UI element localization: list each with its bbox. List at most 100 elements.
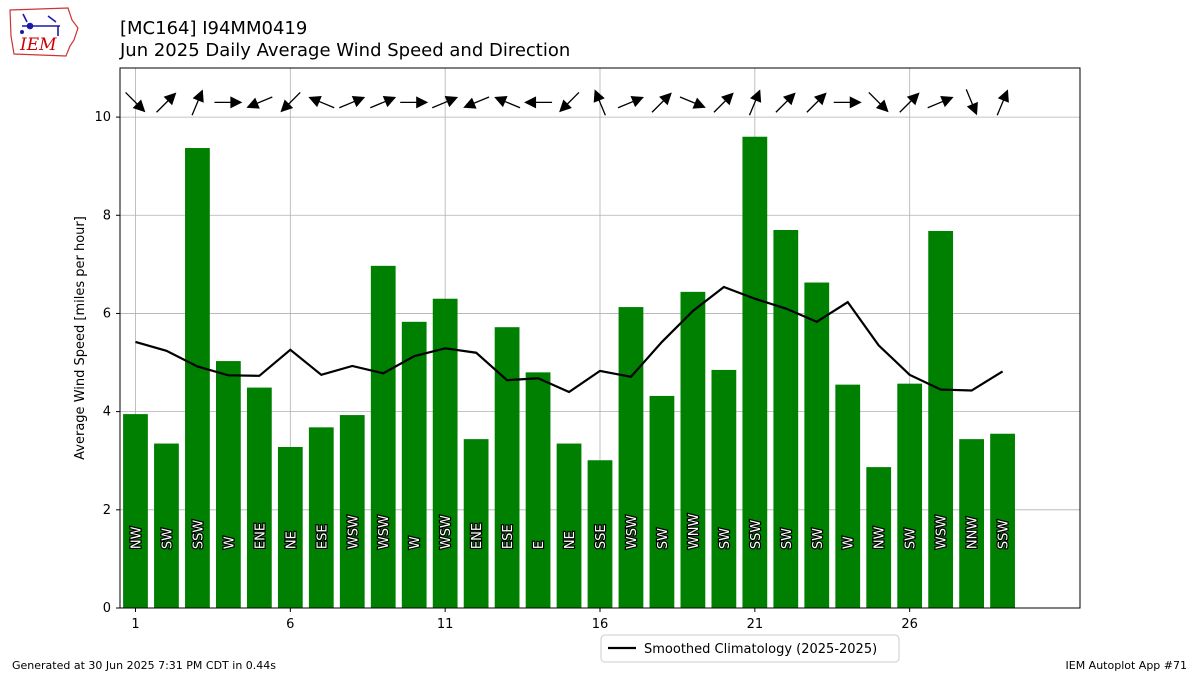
iem-logo: IEM <box>9 7 79 57</box>
bar <box>773 230 799 608</box>
bar <box>494 327 520 608</box>
bar <box>928 230 954 608</box>
wind-arrow-head <box>494 96 508 108</box>
wind-arrow <box>679 96 706 109</box>
wind-arrow-head <box>782 92 796 106</box>
direction-label: NW <box>129 526 144 549</box>
logo-text: IEM <box>19 35 57 55</box>
app-note: IEM Autoplot App #71 <box>1065 659 1188 672</box>
wind-arrow <box>775 92 796 113</box>
direction-label: SSE <box>594 524 609 549</box>
wind-arrow-head <box>382 96 397 108</box>
wind-arrow <box>524 96 553 109</box>
bar <box>556 443 582 608</box>
direction-label: E <box>532 541 547 549</box>
direction-label: SSW <box>997 520 1012 550</box>
x-tick-label: 26 <box>901 617 918 632</box>
wind-arrow-head <box>308 96 322 108</box>
bar <box>185 148 210 608</box>
wind-arrow <box>191 89 204 116</box>
bar <box>123 414 148 608</box>
direction-label: NE <box>284 531 299 549</box>
wind-arrow <box>400 96 429 109</box>
direction-label: WSW <box>346 515 361 549</box>
y-tick-label: 0 <box>103 601 111 616</box>
bar <box>804 282 830 608</box>
direction-label: NW <box>873 526 888 549</box>
direction-label: W <box>842 536 857 549</box>
bar <box>154 443 179 608</box>
bar <box>897 383 923 608</box>
bar <box>370 265 396 608</box>
wind-arrow-head <box>875 99 889 113</box>
wind-arrow-head <box>559 99 572 113</box>
direction-label: SW <box>811 528 826 549</box>
wind-arrow <box>125 92 146 113</box>
wind-arrow-head <box>659 92 672 106</box>
climatology-line <box>135 285 1004 394</box>
bar <box>246 387 272 608</box>
direction-labels: NW SW SSW W ENE NE ESE WSW WSW W WSW ENE ESE E NE SSE WS… <box>128 512 1012 550</box>
direction-label: WSW <box>377 515 392 549</box>
wind-arrow <box>806 92 827 113</box>
wind-arrow <box>617 96 644 109</box>
wind-arrow <box>431 96 459 109</box>
wind-arrow-head <box>524 96 537 109</box>
x-tick-label: 21 <box>747 617 764 632</box>
direction-label: SW <box>780 528 795 549</box>
bar <box>432 298 458 608</box>
direction-label: SSW <box>749 520 764 550</box>
direction-label: NNW <box>966 517 981 549</box>
bar <box>866 467 892 608</box>
y-axis-label: Average Wind Speed [miles per hour] <box>73 216 88 460</box>
direction-label: NE <box>563 531 578 549</box>
climatology-line-group <box>135 285 1004 394</box>
wind-arrow-head <box>192 89 204 103</box>
bar <box>463 439 489 608</box>
x-tick-label: 1 <box>131 617 139 632</box>
bar <box>339 415 365 608</box>
direction-label: SW <box>718 528 733 549</box>
wind-arrow <box>370 96 397 109</box>
wind-arrow <box>214 96 243 109</box>
wind-arrow-head <box>721 92 734 106</box>
wind-arrow <box>965 89 978 116</box>
wind-arrow-head <box>849 96 862 109</box>
direction-label: ESE <box>315 524 330 549</box>
bar <box>835 384 861 608</box>
bar <box>618 307 644 608</box>
direction-label: WSW <box>439 515 454 549</box>
direction-label: SW <box>904 528 919 549</box>
wind-arrow-head <box>163 92 177 106</box>
bar <box>680 291 706 608</box>
x-tick-label: 6 <box>286 617 294 632</box>
wind-arrow <box>246 96 273 109</box>
bar <box>401 321 427 608</box>
wind-arrow-head <box>997 89 1009 103</box>
bar <box>649 395 675 608</box>
wind-arrow <box>996 89 1009 116</box>
wind-arrow-head <box>940 96 954 108</box>
wind-arrow <box>339 96 366 109</box>
wind-arrow <box>927 96 954 109</box>
wind-arrow <box>868 92 889 113</box>
direction-arrows <box>125 89 1009 116</box>
wind-arrow-head <box>132 99 146 113</box>
wind-arrow <box>899 92 920 113</box>
wind-arrow-head <box>463 97 477 109</box>
direction-label: ENE <box>470 523 485 549</box>
wind-arrow-head <box>750 89 762 103</box>
wind-arrow <box>559 92 580 113</box>
direction-label: ESE <box>501 524 516 549</box>
wind-arrow <box>593 89 606 116</box>
direction-label: ENE <box>253 523 268 549</box>
bar <box>742 136 768 608</box>
legend-box <box>600 634 900 663</box>
direction-label: WSW <box>625 515 640 549</box>
wind-arrow-head <box>444 96 459 108</box>
wind-arrow-head <box>593 89 605 103</box>
legend: Smoothed Climatology (2025-2025) <box>600 634 900 663</box>
chart-title-station: [MC164] I94MM0419 <box>120 18 308 39</box>
wind-arrow <box>308 96 335 109</box>
